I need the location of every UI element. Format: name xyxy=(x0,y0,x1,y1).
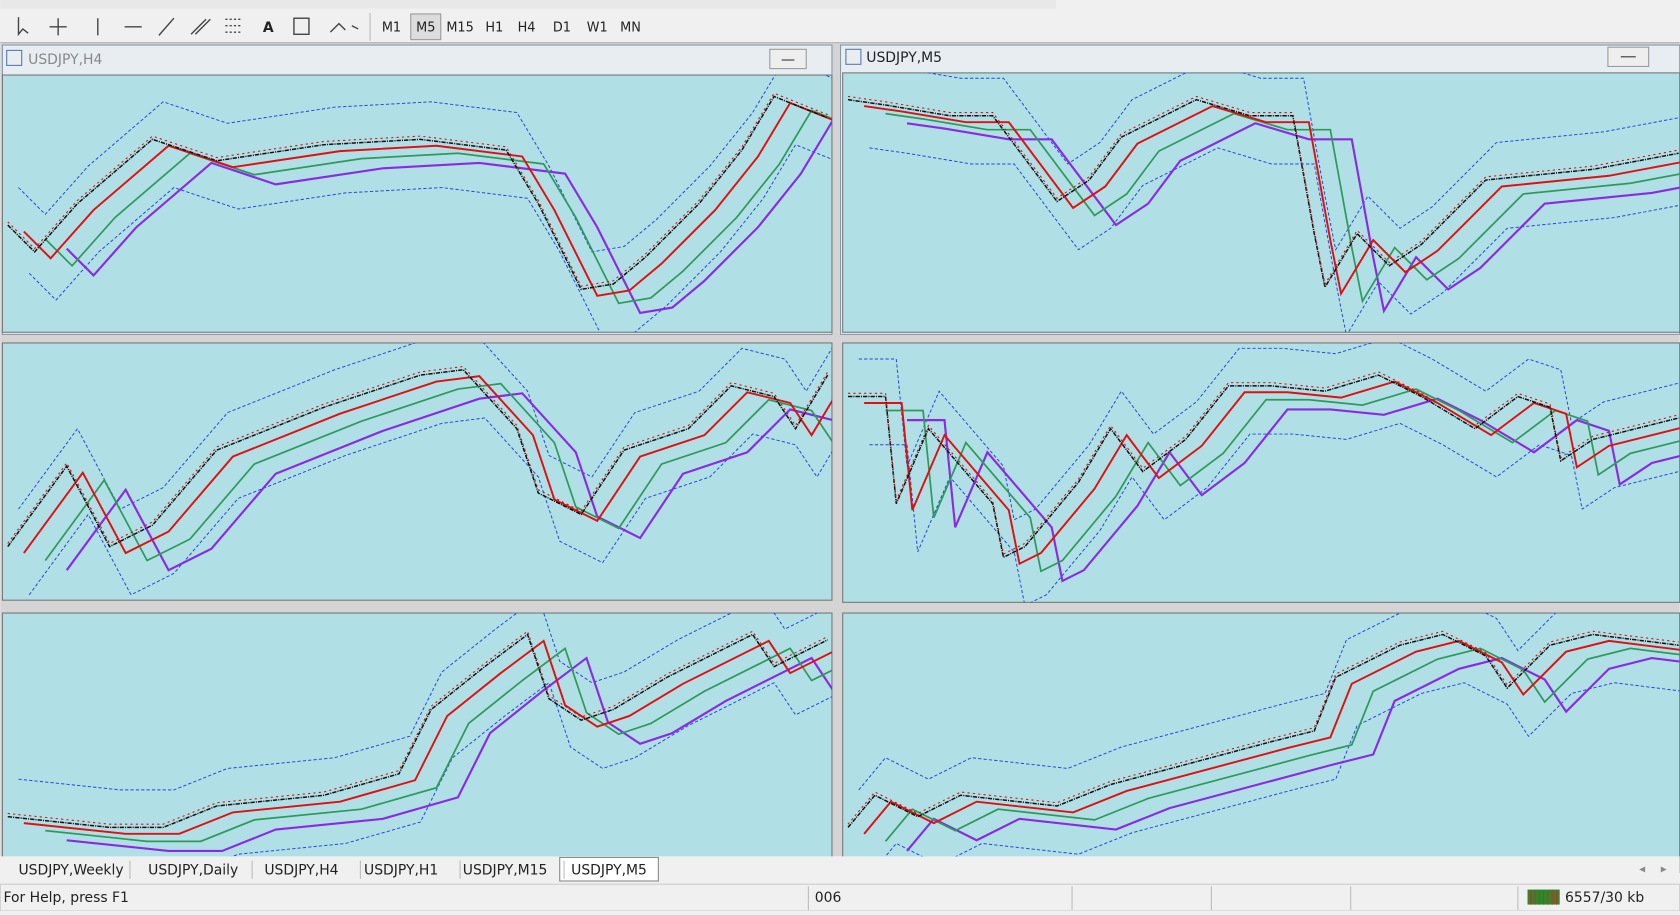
timeframe-button[interactable]: H1 xyxy=(485,20,503,35)
window-title: USDJPY,H4 xyxy=(28,52,102,68)
chart-panel xyxy=(1,342,833,601)
connection-bars xyxy=(1530,890,1558,905)
status-traffic: 6557/30 kb xyxy=(1565,890,1644,906)
toolbar-row xyxy=(0,0,1056,9)
text-tool[interactable]: A xyxy=(263,20,274,36)
window-title: USDJPY,M5 xyxy=(866,50,942,66)
tab-bar xyxy=(0,856,1680,884)
chart-panel xyxy=(1,612,833,871)
drawing-tools xyxy=(17,17,359,37)
scroll-right[interactable]: ▸ xyxy=(1661,862,1667,876)
timeframe-button[interactable]: M1 xyxy=(382,20,401,35)
timeframe-button[interactable]: M5 xyxy=(416,20,435,35)
chart-tab[interactable]: USDJPY,H4 xyxy=(264,862,338,878)
chart-tab[interactable]: USDJPY,M15 xyxy=(463,862,548,878)
chart-tab[interactable]: USDJPY,Daily xyxy=(148,862,238,878)
chart-tab[interactable]: USDJPY,M5 xyxy=(571,862,647,878)
active-timeframe xyxy=(410,13,442,41)
timeframe-button[interactable]: W1 xyxy=(587,20,608,35)
active-tab xyxy=(559,856,659,882)
status-help: For Help, press F1 xyxy=(3,890,128,906)
chart-panel xyxy=(842,612,1680,873)
chart-background xyxy=(842,342,1680,603)
scroll-left[interactable]: ◂ xyxy=(1639,862,1645,876)
timeframe-button[interactable]: D1 xyxy=(553,20,571,35)
window-icon xyxy=(6,49,23,66)
status-bar xyxy=(0,883,1680,912)
chart-panel xyxy=(842,342,1680,603)
timeframe-button[interactable]: H4 xyxy=(518,20,536,35)
status-separators xyxy=(807,886,1519,910)
minimize-button[interactable] xyxy=(769,48,807,70)
window-icon xyxy=(845,48,862,65)
chart-tab[interactable]: USDJPY,H1 xyxy=(364,862,438,878)
timeframe-button[interactable]: MN xyxy=(620,20,641,35)
chart-background xyxy=(1,612,833,871)
chart-tab[interactable]: USDJPY,Weekly xyxy=(18,862,123,878)
chart-panel xyxy=(842,72,1680,333)
status-profile: 006 xyxy=(815,890,842,906)
timeframe-button[interactable]: M15 xyxy=(446,20,473,35)
chart-background xyxy=(1,74,833,333)
chart-background xyxy=(1,342,833,601)
chart-background xyxy=(842,612,1680,873)
chart-panel xyxy=(1,74,833,333)
